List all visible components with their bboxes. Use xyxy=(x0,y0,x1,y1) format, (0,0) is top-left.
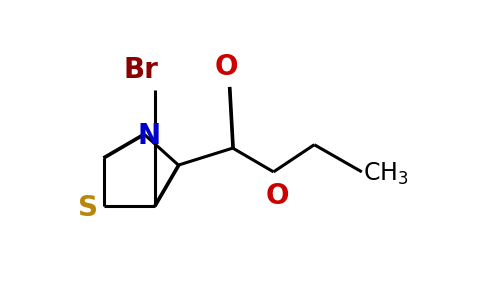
Text: CH$_3$: CH$_3$ xyxy=(363,160,408,187)
Text: O: O xyxy=(214,52,238,81)
Text: O: O xyxy=(265,182,288,210)
Text: S: S xyxy=(78,194,98,222)
Text: N: N xyxy=(138,122,161,150)
Text: Br: Br xyxy=(123,56,158,84)
